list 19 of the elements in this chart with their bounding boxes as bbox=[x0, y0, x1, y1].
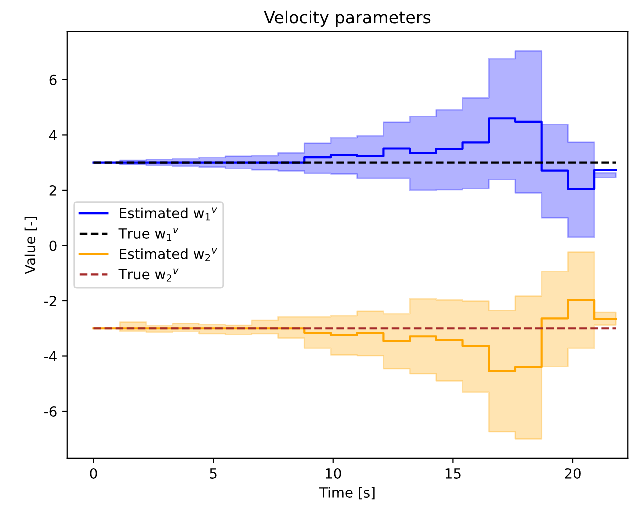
legend-label: Estimated w$_{1}$$^{v}$ bbox=[120, 208, 218, 221]
y-tick-label: 6 bbox=[50, 74, 57, 86]
x-tick-label: 10 bbox=[326, 468, 342, 479]
x-tick-label: 20 bbox=[565, 468, 581, 479]
y-axis-title: Value [-] bbox=[24, 217, 38, 274]
y-tick-label: -6 bbox=[44, 406, 57, 417]
x-tick-label: 0 bbox=[90, 468, 98, 479]
legend-label: True w$_{2}$$^{v}$ bbox=[118, 268, 179, 282]
legend-label: True w$_{1}$$^{v}$ bbox=[118, 228, 179, 242]
chart-title: Velocity parameters bbox=[264, 10, 431, 27]
y-tick-label: -2 bbox=[44, 296, 56, 306]
y-tick-label: 4 bbox=[50, 130, 57, 140]
legend-label: Estimated w$_{2}$$^{v}$ bbox=[120, 248, 218, 262]
y-tick-label: 0 bbox=[50, 240, 57, 252]
x-axis-title: Time [s] bbox=[319, 487, 375, 500]
y-tick-label: 2 bbox=[50, 185, 56, 196]
x-tick-label: 5 bbox=[210, 468, 217, 479]
y-tick-label: -4 bbox=[44, 351, 57, 362]
x-tick-label: 15 bbox=[446, 468, 461, 479]
